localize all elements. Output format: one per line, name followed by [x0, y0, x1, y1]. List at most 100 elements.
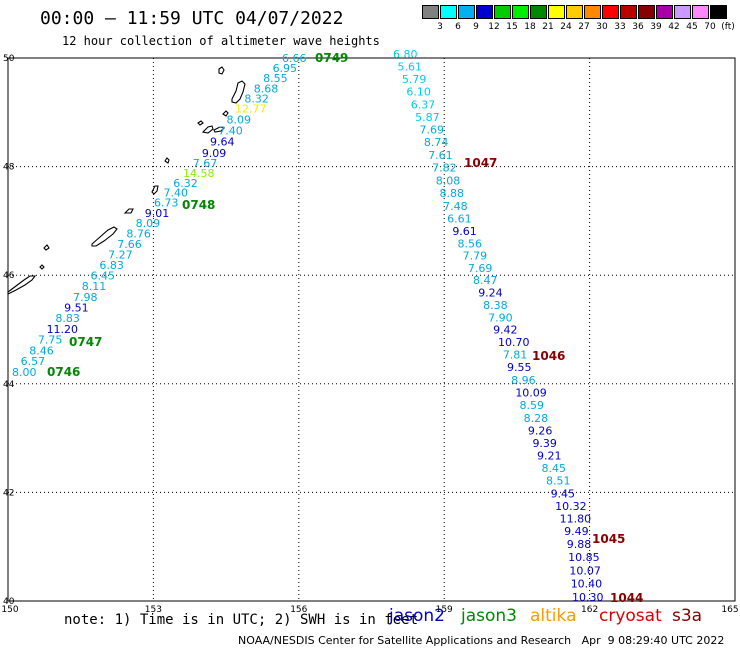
- time-label: 1044: [610, 591, 643, 605]
- satellite-legend-item: altika: [530, 606, 577, 626]
- wave-height-label: 7.40: [218, 125, 243, 138]
- island-2: [231, 80, 246, 104]
- track-left: 6.666.958.558.688.3212.778.097.409.649.0…: [12, 51, 348, 379]
- color-swatch: [674, 5, 691, 19]
- wave-height-label: 10.07: [569, 564, 601, 577]
- wave-height-label: 6.83: [99, 259, 124, 272]
- color-swatch: [638, 5, 655, 19]
- wave-height-label: 7.69: [468, 262, 493, 275]
- wave-height-label: 9.01: [145, 207, 170, 220]
- island-9: [123, 208, 134, 214]
- time-label: 0749: [315, 51, 348, 65]
- wave-height-label: 6.66: [282, 52, 307, 65]
- wave-height-label: 8.32: [244, 92, 269, 105]
- map-frame: [7, 57, 736, 602]
- color-unit-label: (ft): [721, 22, 735, 32]
- wave-height-label: 9.24: [478, 286, 503, 299]
- island-11: [43, 244, 50, 251]
- x-tick-label: 165: [721, 605, 738, 615]
- color-scale-legend: 3 6 9 12 15 18 21 24 27 30 33 36 39 42 45 70 (ft): [422, 5, 735, 35]
- satellite-legend-item: jason2: [389, 606, 445, 626]
- time-label: 0748: [182, 198, 215, 212]
- wave-height-label: 10.40: [571, 578, 603, 591]
- color-tick-label: 24: [560, 22, 572, 32]
- y-tick-label: 46: [3, 271, 15, 281]
- wave-height-label: 6.10: [406, 86, 431, 99]
- wave-height-label: 12.77: [235, 103, 266, 116]
- coastline: [7, 66, 246, 295]
- y-tick-label: 44: [3, 380, 15, 390]
- color-swatch: [710, 5, 727, 19]
- color-swatch: [602, 5, 619, 19]
- y-tick-label: 50: [3, 54, 15, 64]
- color-tick-label: 36: [632, 22, 644, 32]
- time-label: 0746: [47, 365, 80, 379]
- color-tick-label: 33: [614, 22, 626, 32]
- satellite-legend-item: s3a: [672, 606, 703, 626]
- wave-height-label: 7.40: [163, 187, 188, 200]
- color-tick-label: 45: [686, 22, 698, 32]
- wave-height-label: 8.68: [254, 82, 279, 95]
- wave-height-label: 9.09: [202, 147, 227, 160]
- wave-height-label: 6.57: [21, 355, 46, 368]
- wave-height-label: 10.32: [555, 500, 587, 513]
- color-tick-label: 9: [473, 22, 479, 32]
- x-tick-label: 153: [145, 605, 162, 615]
- track-right: 6.805.615.796.106.375.877.698.747.617.82…: [393, 48, 643, 605]
- wave-height-label: 7.69: [419, 124, 444, 137]
- satellite-legend-item: cryosat: [599, 606, 662, 626]
- wave-height-label: 10.09: [515, 387, 547, 400]
- satellite-legend-item: jason3: [461, 606, 517, 626]
- wave-height-label: 14.58: [183, 167, 215, 180]
- color-tick-label: 27: [578, 22, 590, 32]
- x-tick-label: 156: [290, 605, 307, 615]
- wave-height-label: 7.82: [432, 162, 457, 175]
- wave-height-label: 10.70: [498, 336, 530, 349]
- wave-height-label: 9.42: [493, 324, 518, 337]
- color-swatch: [476, 5, 493, 19]
- map-grid: [8, 58, 735, 601]
- wave-height-label: 11.20: [47, 323, 78, 336]
- wave-height-label: 9.39: [532, 437, 557, 450]
- wave-height-label: 7.67: [193, 157, 218, 170]
- x-tick-label: 162: [581, 605, 598, 615]
- color-swatch: [530, 5, 547, 19]
- wave-height-label: 8.59: [519, 399, 544, 412]
- wave-height-label: 8.09: [136, 217, 161, 230]
- wave-height-label: 8.11: [82, 280, 107, 293]
- wave-height-label: 10.85: [568, 551, 600, 564]
- y-tick-label: 40: [3, 597, 15, 607]
- color-swatch: [422, 5, 439, 19]
- color-tick-label: 70: [704, 22, 716, 32]
- time-label: 1045: [592, 532, 625, 546]
- wave-height-label: 5.61: [397, 61, 422, 74]
- axis-labels: 150 153 156 159 162 165 50 48 46 44 42 40: [1, 54, 738, 615]
- time-label: 1047: [464, 156, 497, 170]
- color-tick-label: 39: [650, 22, 662, 32]
- color-swatch: [494, 5, 511, 19]
- footer-note: note: 1) Time is in UTC; 2) SWH is in fe…: [64, 612, 419, 628]
- color-tick-label: 18: [524, 22, 536, 32]
- y-tick-label: 48: [3, 163, 15, 173]
- wave-height-label: 6.32: [173, 177, 198, 190]
- island-1: [218, 66, 225, 75]
- wave-height-label: 10.30: [572, 591, 604, 604]
- color-tick-label: 12: [488, 22, 500, 32]
- island-13: [39, 264, 45, 270]
- credit-line: NOAA/NESDIS Center for Satellite Applica…: [238, 634, 725, 647]
- wave-height-label: 7.79: [463, 250, 488, 263]
- color-swatch: [566, 5, 583, 19]
- wave-height-label: 5.87: [415, 111, 440, 124]
- wave-height-label: 8.83: [55, 312, 79, 325]
- wave-height-label: 7.61: [428, 149, 453, 162]
- wave-height-label: 9.26: [528, 425, 553, 438]
- color-swatch: [458, 5, 475, 19]
- color-tick-label: 6: [455, 22, 461, 32]
- wave-height-label: 8.28: [524, 412, 549, 425]
- wave-height-label: 5.79: [402, 73, 427, 86]
- wave-height-label: 8.96: [511, 374, 536, 387]
- color-swatch: [440, 5, 457, 19]
- color-swatch: [512, 5, 529, 19]
- wave-height-label: 7.66: [117, 238, 141, 251]
- wave-height-label: 6.80: [393, 48, 418, 61]
